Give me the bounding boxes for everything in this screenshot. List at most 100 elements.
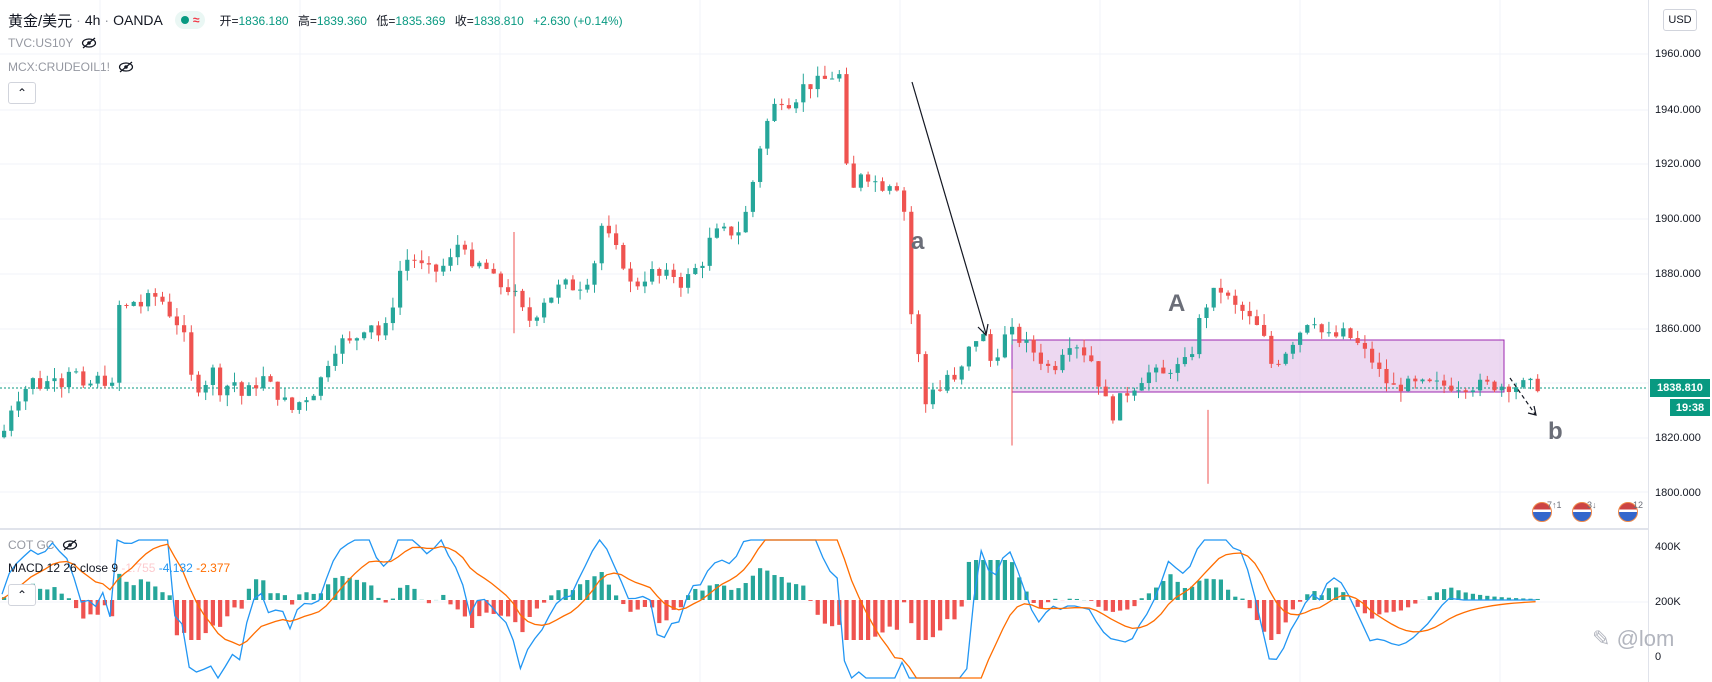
macd-bar: [1240, 598, 1245, 600]
macd-bar: [801, 585, 806, 600]
candle-body: [650, 269, 655, 282]
candle-body: [822, 75, 827, 79]
macd-bar: [477, 600, 482, 617]
candle-body: [686, 274, 691, 288]
macd-bar: [570, 590, 575, 600]
candle-body: [448, 257, 453, 266]
candle-body: [1132, 390, 1137, 396]
candle-body: [808, 84, 813, 90]
candle-body: [750, 181, 755, 212]
feather-icon: ✎: [1592, 626, 1611, 651]
candle-body: [981, 334, 986, 342]
macd-bar: [434, 599, 439, 601]
candle-body: [578, 289, 583, 291]
macd-bar: [1125, 600, 1130, 610]
candle-body: [930, 389, 935, 405]
macd-tick: 400K: [1655, 541, 1681, 553]
macd-bar: [45, 589, 50, 600]
candle-body: [1146, 372, 1151, 384]
macd-bar: [995, 560, 1000, 600]
macd-bar: [585, 580, 590, 600]
candle-body: [1334, 332, 1339, 337]
open-label: 开=: [219, 13, 239, 28]
candle-body: [707, 237, 712, 266]
eye-hidden-icon[interactable]: [62, 539, 78, 551]
candle-body: [873, 181, 878, 183]
indicator-row-mcx[interactable]: MCX:CRUDEOIL1!: [8, 60, 134, 74]
candle-body: [477, 262, 482, 267]
macd-bar: [1233, 596, 1238, 600]
collapse-legend-button[interactable]: ⌃: [8, 82, 36, 104]
indicator-label-tvc: TVC:US10Y: [8, 36, 74, 50]
candle-body: [1226, 292, 1231, 296]
candle-body: [520, 290, 525, 308]
interval-label[interactable]: 4h: [84, 12, 101, 28]
eye-hidden-icon[interactable]: [118, 61, 134, 73]
symbol-name[interactable]: 黄金/美元: [8, 12, 73, 30]
arrow-b-head: [1527, 405, 1537, 416]
candle-body: [606, 225, 611, 234]
macd-bar: [959, 600, 964, 607]
event-flag[interactable]: 12: [1618, 500, 1648, 524]
candle-body: [563, 279, 568, 285]
indicator-row-cot[interactable]: COT GC: [8, 538, 78, 552]
event-flag[interactable]: 7↑1: [1532, 500, 1562, 524]
macd-bar: [772, 575, 777, 600]
candle-body: [1319, 324, 1324, 333]
candle-body: [1470, 390, 1475, 393]
candle-body: [268, 376, 273, 382]
macd-bar: [131, 585, 136, 600]
macd-bar: [1053, 598, 1058, 600]
macd-bar: [1420, 599, 1425, 601]
candle-body: [974, 341, 979, 347]
macd-bar: [268, 593, 273, 600]
price-tick: 1820.000: [1655, 432, 1701, 444]
candle-body: [1118, 393, 1123, 421]
currency-button[interactable]: USD: [1663, 9, 1697, 31]
macd-tick: 200K: [1655, 596, 1681, 608]
candle-body: [16, 401, 21, 411]
macd-bar: [102, 600, 107, 606]
candle-body: [354, 338, 359, 341]
market-status-badge[interactable]: ≈: [174, 11, 206, 29]
eye-hidden-icon[interactable]: [81, 37, 97, 49]
macd-bar: [1485, 595, 1490, 600]
candle-body: [1031, 339, 1036, 353]
macd-bar: [1118, 600, 1123, 611]
macd-bar: [225, 600, 230, 617]
macd-bar: [844, 600, 849, 640]
candle-body: [1082, 347, 1087, 356]
collapse-pane-button[interactable]: ⌃: [8, 584, 36, 606]
macd-legend[interactable]: MACD 12 26 close 9 -1.755 -4.132 -2.377: [8, 561, 230, 575]
macd-bar: [1017, 577, 1022, 600]
macd-bar: [851, 600, 856, 640]
macd-bar: [729, 589, 734, 600]
macd-bar: [1103, 600, 1108, 611]
candle-body: [333, 353, 338, 366]
price-chart[interactable]: [0, 0, 1648, 682]
macd-bar: [657, 600, 662, 624]
macd-bar: [1168, 574, 1173, 600]
macd-bar: [1499, 597, 1504, 600]
macd-bar: [966, 561, 971, 600]
macd-bar: [426, 600, 431, 604]
price-axis[interactable]: [1648, 0, 1712, 682]
macd-bar: [1132, 600, 1137, 607]
arrow-a: [911, 81, 987, 335]
candle-body: [182, 325, 187, 333]
candle-body: [1406, 378, 1411, 392]
candle-body: [966, 346, 971, 367]
candle-body: [1053, 365, 1058, 371]
macd-bar: [95, 600, 100, 615]
macd-line: [1, 538, 1536, 680]
candle-body: [1060, 354, 1065, 371]
macd-bar: [1190, 586, 1195, 600]
macd-bar: [326, 584, 331, 600]
candle-body: [167, 301, 172, 317]
indicator-row-tvc[interactable]: TVC:US10Y: [8, 36, 97, 50]
macd-bar: [398, 587, 403, 600]
candle-body: [1211, 287, 1216, 308]
candle-body: [160, 296, 165, 302]
event-flag[interactable]: 3↓: [1572, 500, 1602, 524]
candle-body: [225, 385, 230, 396]
